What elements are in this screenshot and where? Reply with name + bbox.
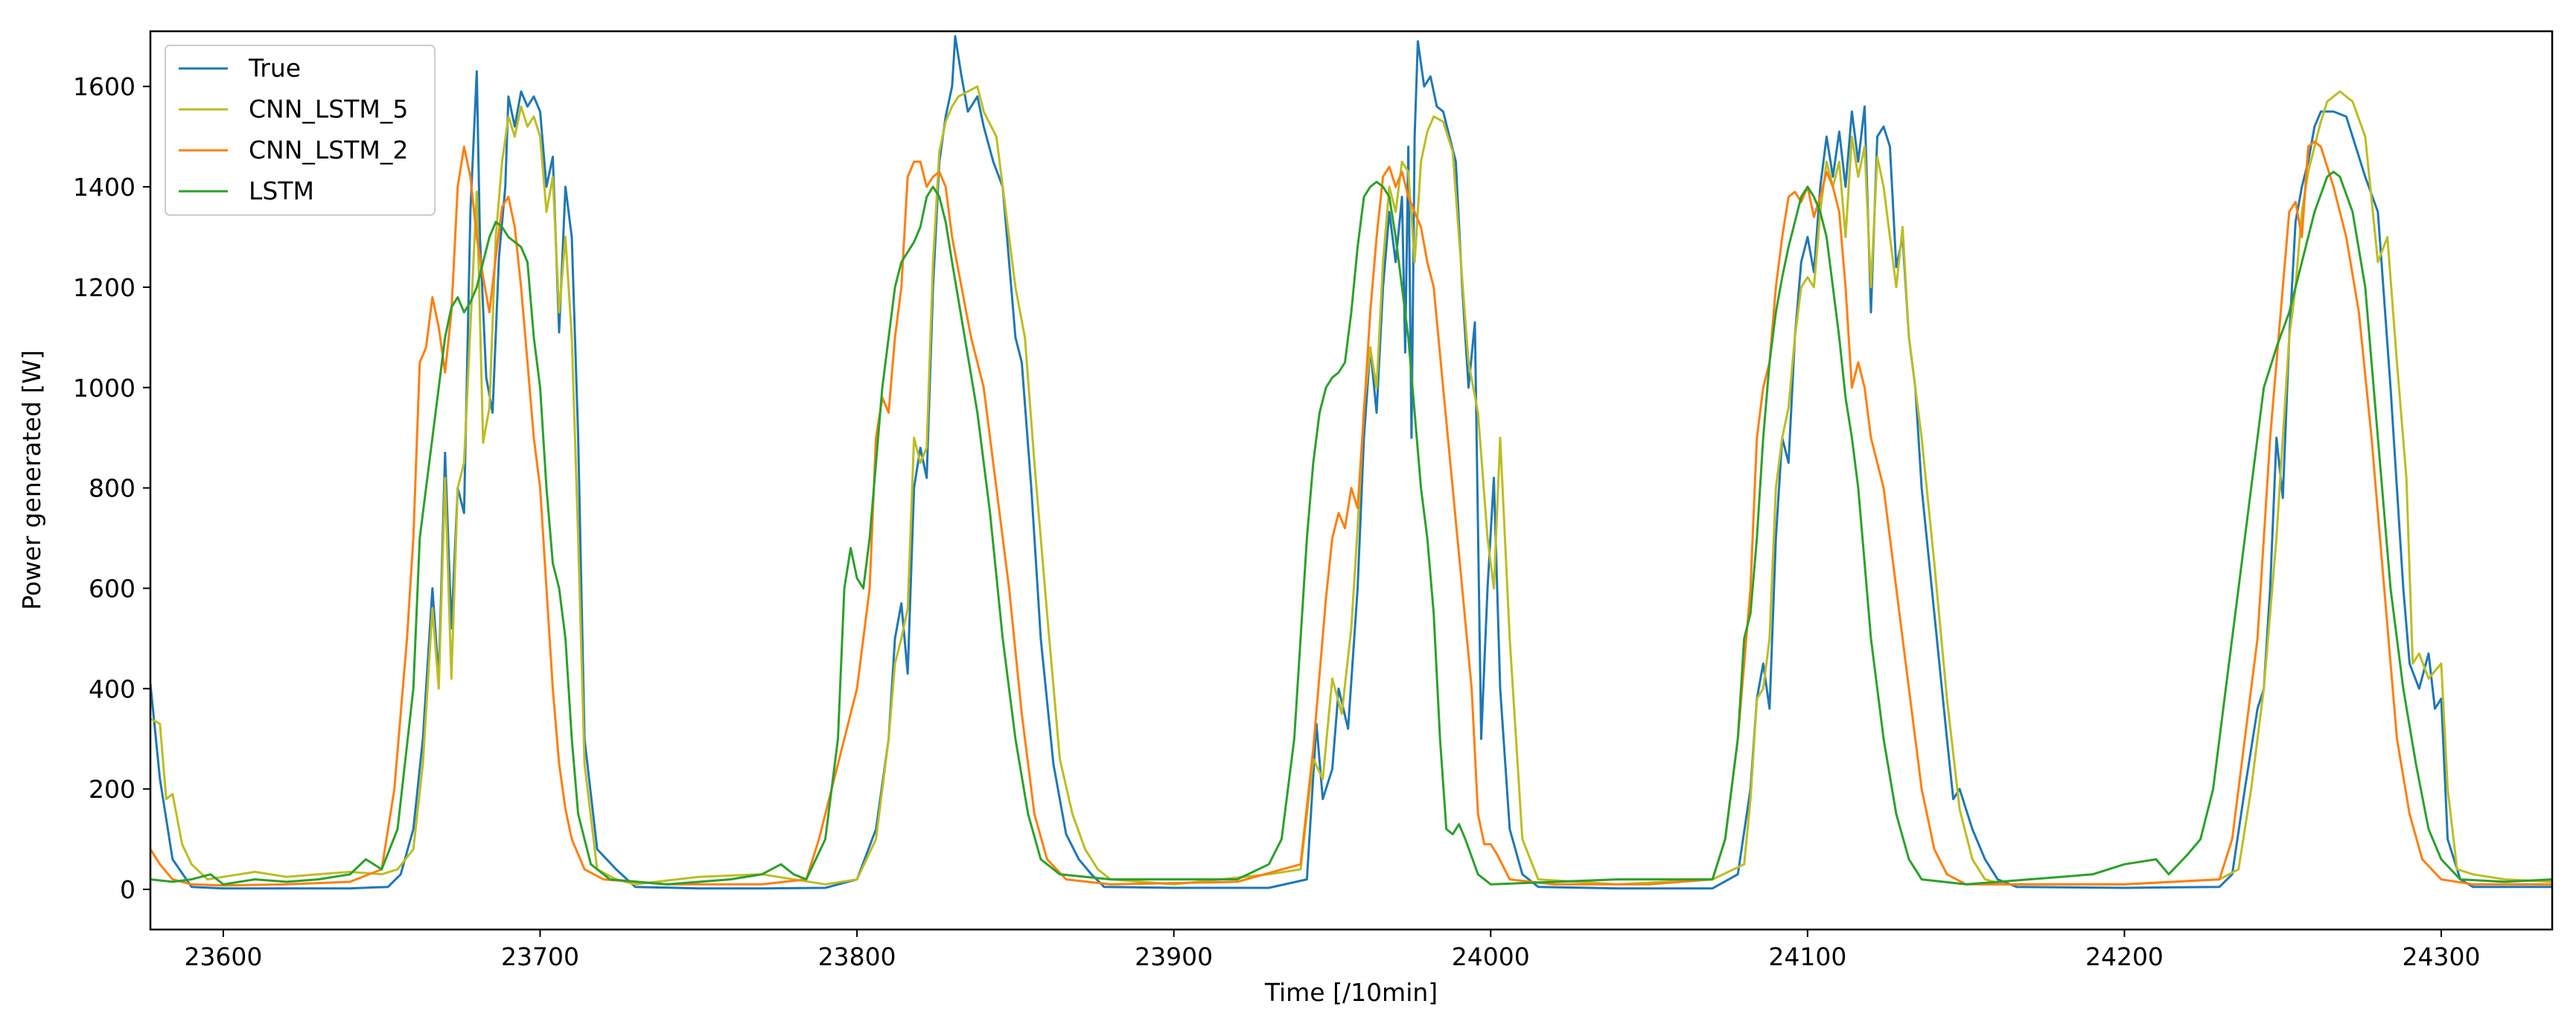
y-axis: 0 200 400 600 800 1000 1200 1400 1600 — [73, 72, 150, 904]
x-tick-label: 23600 — [184, 942, 262, 971]
y-tick-label: 1400 — [73, 173, 136, 202]
series-line-2 — [150, 140, 2552, 887]
y-axis-label: Power generated [W] — [17, 350, 46, 610]
x-tick-label: 23700 — [501, 942, 579, 971]
series-line-3 — [150, 170, 2552, 886]
plot-frame — [149, 30, 2554, 931]
x-tick-label: 24000 — [1452, 942, 1530, 971]
x-axis: 23600 23700 23800 23900 24000 24100 24200 24300 — [184, 930, 2481, 971]
y-tick-label: 400 — [89, 674, 136, 703]
y-tick-label: 600 — [89, 574, 136, 603]
legend: True CNN_LSTM_5 CNN_LSTM_2 LSTM — [165, 45, 436, 216]
y-tick-label: 0 — [120, 875, 136, 904]
x-tick-label: 24200 — [2085, 942, 2164, 971]
legend-box — [165, 45, 436, 216]
y-tick-label: 1200 — [73, 273, 136, 302]
x-tick-label: 23800 — [818, 942, 896, 971]
legend-label-0: True — [248, 54, 301, 83]
y-tick-label: 1000 — [73, 374, 136, 403]
legend-label-1: CNN_LSTM_5 — [249, 95, 408, 124]
x-tick-label: 23900 — [1135, 942, 1213, 971]
legend-label-3: LSTM — [249, 176, 314, 205]
y-tick-label: 800 — [89, 474, 136, 503]
legend-label-2: CNN_LSTM_2 — [249, 135, 408, 164]
series-line-0 — [150, 35, 2552, 890]
x-tick-label: 24100 — [1768, 942, 1846, 971]
x-tick-label: 24300 — [2403, 942, 2481, 971]
y-tick-label: 1600 — [73, 72, 136, 101]
y-tick-label: 200 — [89, 775, 136, 804]
x-axis-label: Time [/10min] — [1264, 978, 1438, 1007]
series-layer — [150, 35, 2552, 890]
